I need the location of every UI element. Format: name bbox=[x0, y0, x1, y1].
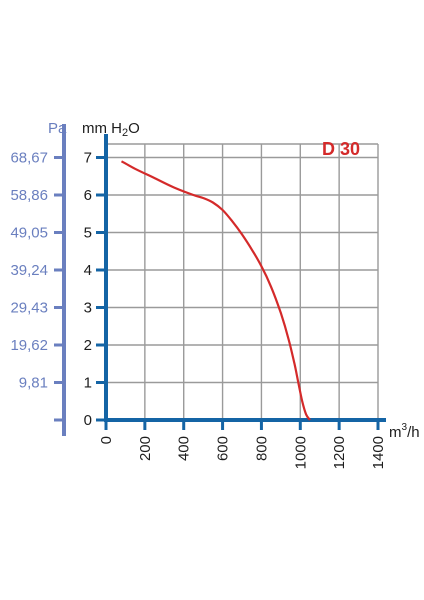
y-axis-unit-label: mm H2O bbox=[82, 120, 140, 139]
x-axis-unit-label: m3/h bbox=[389, 422, 420, 441]
x-unit-suffix: /h bbox=[407, 424, 420, 441]
x-tick-label: 0 bbox=[98, 436, 115, 444]
tick-labels: 68,67 58,86 49,05 39,24 29,43 19,62 9,81 0 1 2 3 4 5… bbox=[10, 150, 387, 470]
chart-title: D 30 bbox=[322, 139, 360, 159]
x-tick-label: 1000 bbox=[292, 436, 309, 469]
fan-curve-line bbox=[120, 160, 311, 421]
y-unit-suffix: O bbox=[128, 120, 140, 137]
y-tick-label: 1 bbox=[84, 375, 92, 392]
y-tick-label: 6 bbox=[84, 187, 92, 204]
x-tick-label: 800 bbox=[253, 436, 270, 461]
x-unit-superscript: 3 bbox=[402, 422, 408, 433]
pa-tick-label: 9,81 bbox=[19, 375, 48, 392]
axes bbox=[54, 124, 386, 436]
x-tick-label: 600 bbox=[215, 436, 232, 461]
pa-tick-label: 49,05 bbox=[10, 225, 48, 242]
y-tick-label: 5 bbox=[84, 225, 92, 242]
y-tick-label: 2 bbox=[84, 337, 92, 354]
y-tick-label: 7 bbox=[84, 150, 92, 167]
y-unit-subscript: 2 bbox=[122, 127, 128, 139]
y-tick-label: 0 bbox=[84, 412, 92, 429]
x-tick-label: 400 bbox=[176, 436, 193, 461]
pa-tick-label: 19,62 bbox=[10, 337, 48, 354]
pa-tick-label: 39,24 bbox=[10, 262, 48, 279]
grid bbox=[106, 143, 379, 420]
y-unit-prefix: mm H bbox=[82, 120, 122, 137]
x-unit-base: m bbox=[389, 424, 402, 441]
y-tick-label: 3 bbox=[84, 300, 92, 317]
pa-unit-label: Pa bbox=[48, 120, 67, 137]
x-tick-label: 1200 bbox=[331, 436, 348, 469]
x-tick-label: 200 bbox=[137, 436, 154, 461]
series-layer bbox=[120, 160, 311, 421]
pa-tick-label: 58,86 bbox=[10, 187, 48, 204]
pa-tick-label: 68,67 bbox=[10, 150, 48, 167]
y-tick-label: 4 bbox=[84, 262, 92, 279]
x-tick-label: 1400 bbox=[370, 436, 387, 469]
pa-tick-label: 29,43 bbox=[10, 300, 48, 317]
